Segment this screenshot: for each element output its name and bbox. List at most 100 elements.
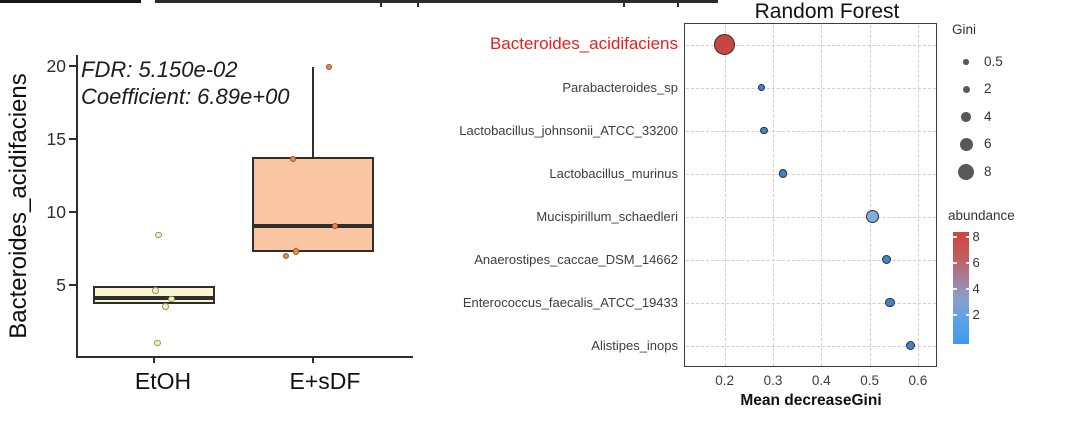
- dot-Enterococcus_faecalis_ATCC_19433: [885, 297, 895, 308]
- row-label-Bacteroides_acidifaciens: Bacteroides_acidifaciens: [489, 34, 678, 53]
- x-tick-label: 0.4: [811, 372, 831, 388]
- grid-hline: [685, 130, 936, 132]
- jitter-point: [154, 339, 161, 347]
- row-label-Alistipes_inops: Alistipes_inops: [591, 337, 678, 353]
- y-tick: [69, 137, 76, 140]
- annotation-coefficient: Coefficient: 6.89e+00: [81, 84, 290, 109]
- annotation-fdr: FDR: 5.150e-02: [81, 57, 238, 82]
- top-border-tick: [677, 3, 679, 7]
- grid-hline: [685, 87, 936, 89]
- abundance-tick-left: [953, 236, 957, 238]
- abundance-legend-label: 2: [972, 307, 980, 322]
- gini-legend-label: 6: [984, 136, 992, 151]
- abundance-legend-label: 4: [972, 281, 980, 296]
- box-E+sDF: [252, 157, 374, 253]
- y-tick: [69, 210, 76, 213]
- top-border-tick: [623, 3, 625, 7]
- abundance-tick-right: [965, 236, 969, 238]
- abundance-tick-right: [965, 262, 969, 264]
- jitter-point: [162, 303, 169, 310]
- jitter-point: [168, 295, 175, 303]
- dot-Alistipes_inops: [906, 341, 916, 350]
- x-tick-label: 0.6: [908, 372, 928, 388]
- boxplot-y-axis-line: [75, 55, 78, 358]
- x-tick-label: 0.3: [763, 372, 783, 388]
- top-border-tick: [417, 3, 419, 7]
- median-line: [92, 295, 215, 300]
- top-border-segment-right: [155, 0, 718, 3]
- y-tick-label: 15: [46, 128, 66, 149]
- category-label-EtOH: EtOH: [134, 368, 192, 394]
- row-label-Enterococcus_faecalis_ATCC_19433: Enterococcus_faecalis_ATCC_19433: [462, 294, 678, 310]
- jitter-point: [155, 231, 162, 239]
- grid-hline: [685, 173, 936, 175]
- box-EtOH: [92, 285, 215, 305]
- jitter-point: [282, 252, 290, 260]
- abundance-tick-left: [953, 262, 957, 264]
- row-label-Anaerostipes_caccae_DSM_14662: Anaerostipes_caccae_DSM_14662: [474, 251, 678, 267]
- top-border-tick: [380, 3, 382, 7]
- row-label-Mucispirillum_schaedleri: Mucispirillum_schaedleri: [536, 208, 678, 224]
- dot-Parabacteroides_sp: [757, 83, 766, 92]
- abundance-tick-right: [965, 314, 969, 316]
- grid-vline: [724, 24, 726, 366]
- row-label-Parabacteroides_sp: Parabacteroides_sp: [562, 79, 678, 95]
- y-tick: [69, 283, 76, 286]
- grid-vline: [821, 24, 823, 366]
- top-border-segment-left: [0, 0, 141, 3]
- abundance-legend-label: 6: [972, 255, 980, 270]
- gini-legend-label: 8: [984, 163, 992, 179]
- abundance-legend-label: 8: [972, 229, 980, 244]
- y-tick-label: 10: [46, 201, 66, 222]
- gini-legend-circle: [962, 86, 970, 93]
- dotplot-panel-border: [684, 23, 937, 367]
- x-tick-label: 0.2: [715, 372, 735, 388]
- grid-hline: [685, 302, 936, 304]
- grid-vline: [773, 24, 774, 366]
- jitter-point: [292, 248, 300, 255]
- boxplot-x-axis-line: [75, 355, 413, 358]
- abundance-tick-left: [953, 314, 957, 316]
- x-tick-label: 0.5: [860, 372, 879, 388]
- gini-legend-label: 4: [984, 108, 992, 124]
- y-tick-label: 20: [46, 55, 66, 76]
- grid-hline: [685, 345, 936, 347]
- row-label-Lactobacillus_murinus: Lactobacillus_murinus: [549, 165, 678, 181]
- grid-vline: [917, 24, 919, 366]
- median-line: [252, 224, 374, 229]
- abundance-tick-right: [965, 288, 969, 290]
- grid-hline: [685, 44, 936, 46]
- abundance-tick-left: [953, 288, 957, 290]
- size-legend-title: Gini: [952, 22, 977, 37]
- gini-legend-label: 2: [984, 81, 992, 96]
- jitter-point: [152, 287, 159, 294]
- whisker-upper: [312, 66, 314, 158]
- gini-legend-circle: [957, 163, 975, 181]
- dotplot-title: Random Forest: [754, 0, 900, 23]
- dotplot-x-axis-title: Mean decreaseGini: [740, 392, 882, 409]
- gini-legend-circle: [959, 138, 973, 151]
- grid-vline: [869, 24, 871, 366]
- dot-Bacteroides_acidifaciens: [714, 34, 736, 55]
- y-tick-label: 5: [56, 274, 66, 295]
- boxplot-y-axis-title: Bacteroides_acidifaciens: [5, 73, 32, 339]
- gini-legend-circle: [963, 59, 969, 65]
- grid-hline: [685, 259, 936, 261]
- x-tick: [152, 357, 155, 363]
- color-legend-title: abundance: [948, 208, 1015, 223]
- abundance-colorbar: [953, 232, 969, 344]
- gini-legend-circle: [961, 112, 971, 122]
- dot-Anaerostipes_caccae_DSM_14662: [882, 255, 892, 264]
- dot-Mucispirillum_schaedleri: [866, 210, 880, 223]
- jitter-point: [331, 222, 339, 230]
- x-tick: [312, 357, 314, 363]
- y-tick: [69, 64, 76, 67]
- gini-legend-label: 0.5: [984, 53, 1003, 69]
- jitter-point: [325, 63, 333, 71]
- row-label-Lactobacillus_johnsonii_ATCC_33200: Lactobacillus_johnsonii_ATCC_33200: [459, 122, 678, 138]
- dot-Lactobacillus_johnsonii_ATCC_33200: [760, 126, 768, 135]
- grid-hline: [685, 216, 936, 218]
- jitter-point: [289, 155, 297, 163]
- category-label-E+sDF: E+sDF: [289, 368, 361, 394]
